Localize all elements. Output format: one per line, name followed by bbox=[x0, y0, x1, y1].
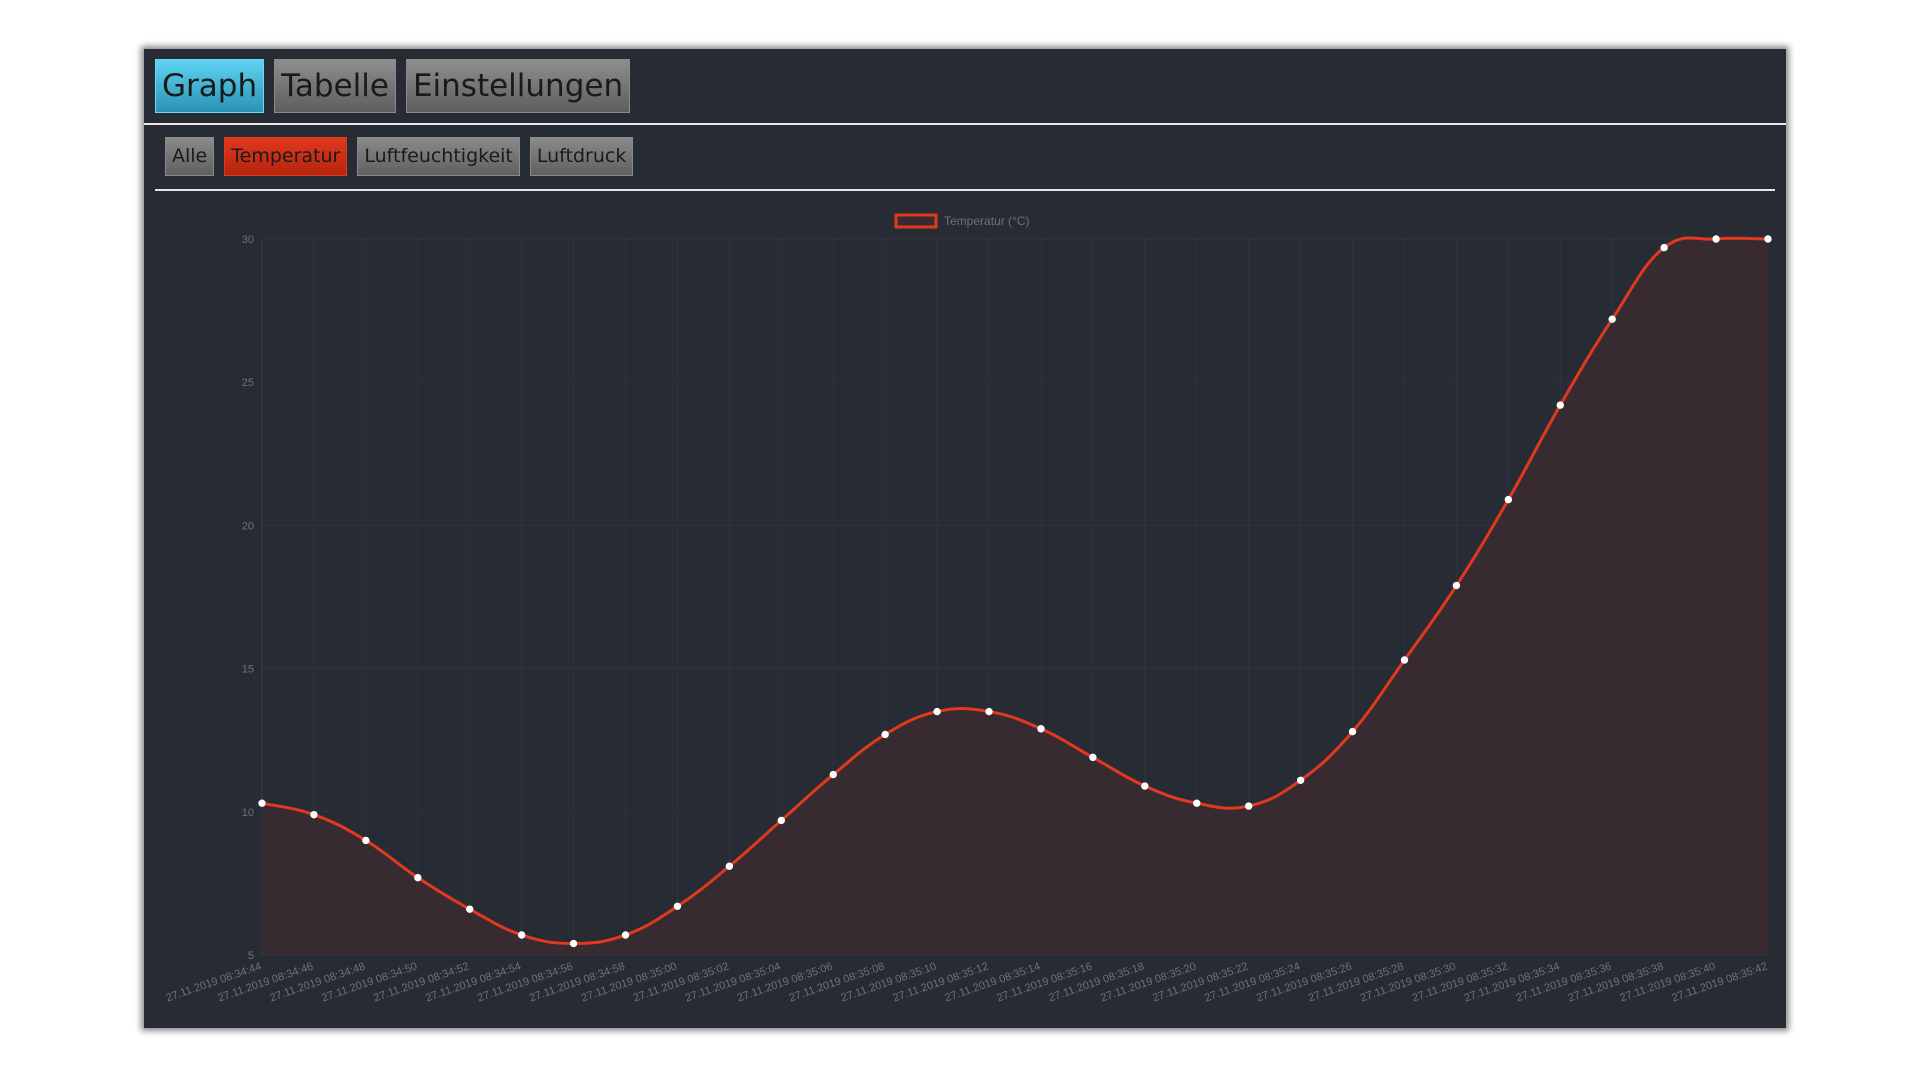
data-point bbox=[1712, 235, 1720, 243]
data-point bbox=[362, 836, 370, 845]
filter-divider bbox=[155, 189, 1775, 191]
filter-luftfeuchtigkeit-button[interactable]: Luftfeuchtigkeit bbox=[357, 137, 520, 176]
data-point bbox=[1660, 243, 1668, 252]
main-tab-bar: Graph Tabelle Einstellungen bbox=[155, 59, 631, 113]
series-filter-bar: Alle Temperatur Luftfeuchtigkeit Luftdru… bbox=[165, 137, 634, 176]
data-point bbox=[1400, 656, 1409, 664]
data-point bbox=[1296, 776, 1305, 784]
data-point bbox=[777, 816, 786, 825]
data-point bbox=[1141, 782, 1149, 790]
y-tick-label: 25 bbox=[242, 377, 254, 389]
tab-tabelle[interactable]: Tabelle bbox=[274, 59, 396, 113]
data-point bbox=[1556, 401, 1564, 409]
data-point bbox=[414, 873, 422, 882]
tab-graph[interactable]: Graph bbox=[155, 59, 265, 113]
data-point bbox=[258, 799, 266, 807]
data-point bbox=[725, 862, 734, 870]
header-divider bbox=[144, 123, 1786, 125]
data-point bbox=[1037, 725, 1045, 733]
data-point bbox=[1244, 802, 1253, 810]
filter-alle-button[interactable]: Alle bbox=[165, 137, 215, 176]
filter-temperatur-button[interactable]: Temperatur bbox=[224, 137, 348, 176]
y-tick-label: 5 bbox=[248, 950, 254, 962]
data-point bbox=[310, 810, 318, 819]
legend-swatch bbox=[894, 213, 938, 229]
chart-area: 5 10 15 20 25 30 27.11.2019 08:34:44 27.11.2019… bbox=[144, 49, 1786, 1028]
data-point bbox=[881, 730, 889, 739]
legend-label: Temperatur (°C) bbox=[944, 214, 1029, 228]
tab-einstellungen[interactable]: Einstellungen bbox=[405, 59, 631, 113]
data-point bbox=[621, 931, 630, 939]
series-area-fill bbox=[262, 237, 1768, 955]
data-point bbox=[1608, 315, 1616, 323]
data-point bbox=[1089, 753, 1097, 762]
data-point bbox=[1504, 495, 1513, 504]
data-point bbox=[1452, 581, 1461, 590]
data-point bbox=[933, 707, 941, 716]
data-point bbox=[517, 931, 526, 939]
data-point bbox=[985, 707, 993, 716]
data-point bbox=[829, 770, 837, 779]
y-tick-label: 30 bbox=[242, 234, 254, 246]
filter-luftdruck-button[interactable]: Luftdruck bbox=[529, 137, 634, 176]
data-point bbox=[673, 902, 682, 911]
y-tick-label: 15 bbox=[242, 664, 254, 676]
y-tick-label: 10 bbox=[242, 807, 254, 819]
data-point bbox=[466, 905, 474, 913]
app-window: Graph Tabelle Einstellungen Alle Tempera… bbox=[144, 49, 1786, 1028]
data-point bbox=[1764, 235, 1772, 243]
data-point bbox=[1193, 799, 1201, 807]
data-point bbox=[569, 939, 578, 948]
data-point bbox=[1348, 727, 1357, 736]
chart-legend: Temperatur (°C) bbox=[894, 213, 1029, 229]
y-tick-label: 20 bbox=[242, 520, 254, 532]
